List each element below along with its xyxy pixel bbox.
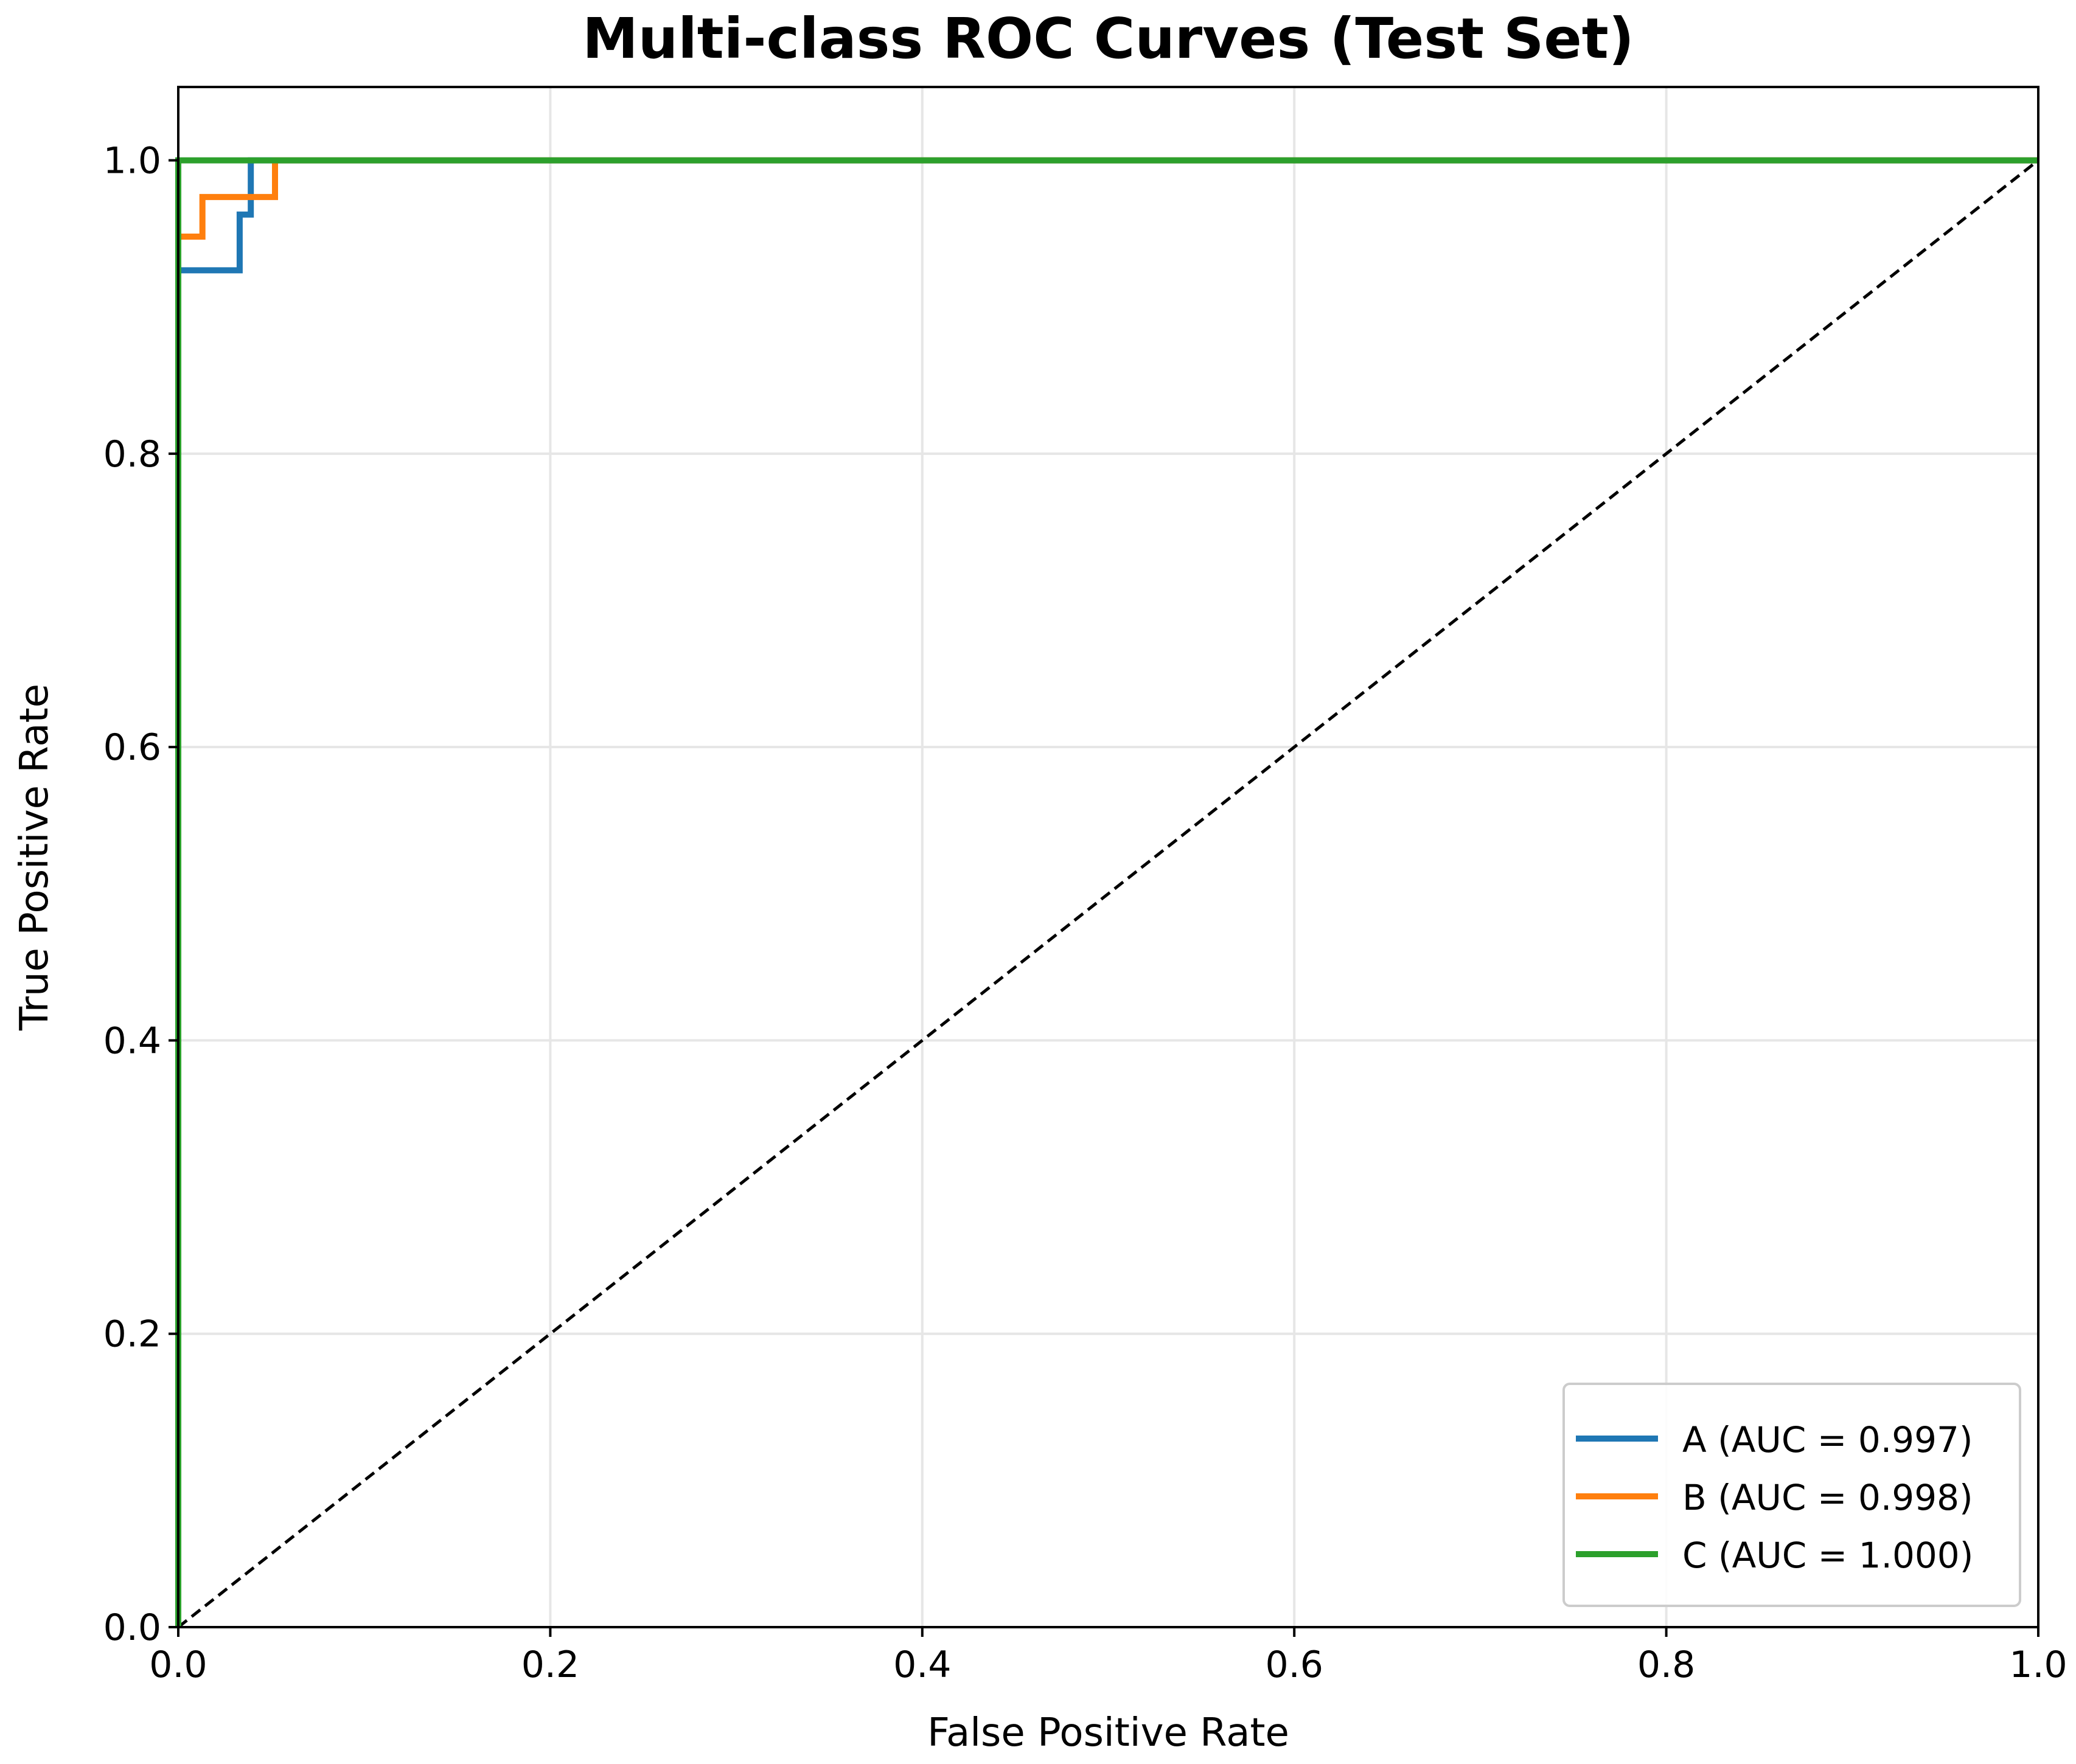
y-tick-label: 0.0 bbox=[103, 1606, 161, 1649]
y-tick-label: 0.4 bbox=[103, 1019, 161, 1062]
axes-frame bbox=[177, 86, 2039, 1628]
legend-label-2: B (AUC = 0.998) bbox=[1682, 1477, 1973, 1518]
y-tick-label: 1.0 bbox=[103, 140, 161, 182]
x-tick-label: 1.0 bbox=[2009, 1644, 2067, 1686]
chart-title: Multi-class ROC Curves (Test Set) bbox=[582, 6, 1634, 71]
legend-label-1: A (AUC = 0.997) bbox=[1682, 1419, 1973, 1460]
legend: A (AUC = 0.997) B (AUC = 0.998) C (AUC = 1… bbox=[1562, 1383, 2021, 1607]
x-tick-label: 0.4 bbox=[893, 1644, 951, 1686]
x-tick-label: 0.6 bbox=[1265, 1644, 1323, 1686]
x-tick-label: 0.2 bbox=[521, 1644, 579, 1686]
y-tick-label: 0.2 bbox=[103, 1313, 161, 1356]
y-tick-label: 0.8 bbox=[103, 433, 161, 476]
y-axis-label: True Positive Rate bbox=[12, 684, 57, 1031]
x-axis-label: False Positive Rate bbox=[927, 1710, 1289, 1755]
tick-layer: 0.0 0.2 0.4 0.6 0.8 1.0 0.0 0.2 0.4 0.6 0.8 1.0 bbox=[103, 140, 2067, 1686]
x-tick-label: 0.8 bbox=[1637, 1644, 1695, 1686]
legend-box bbox=[1562, 1383, 2021, 1607]
y-tick-label: 0.6 bbox=[103, 726, 161, 769]
reference-diagonal-line bbox=[177, 159, 2039, 1628]
legend-label-3: C (AUC = 1.000) bbox=[1682, 1535, 1973, 1576]
x-tick-label: 0.0 bbox=[149, 1644, 207, 1686]
